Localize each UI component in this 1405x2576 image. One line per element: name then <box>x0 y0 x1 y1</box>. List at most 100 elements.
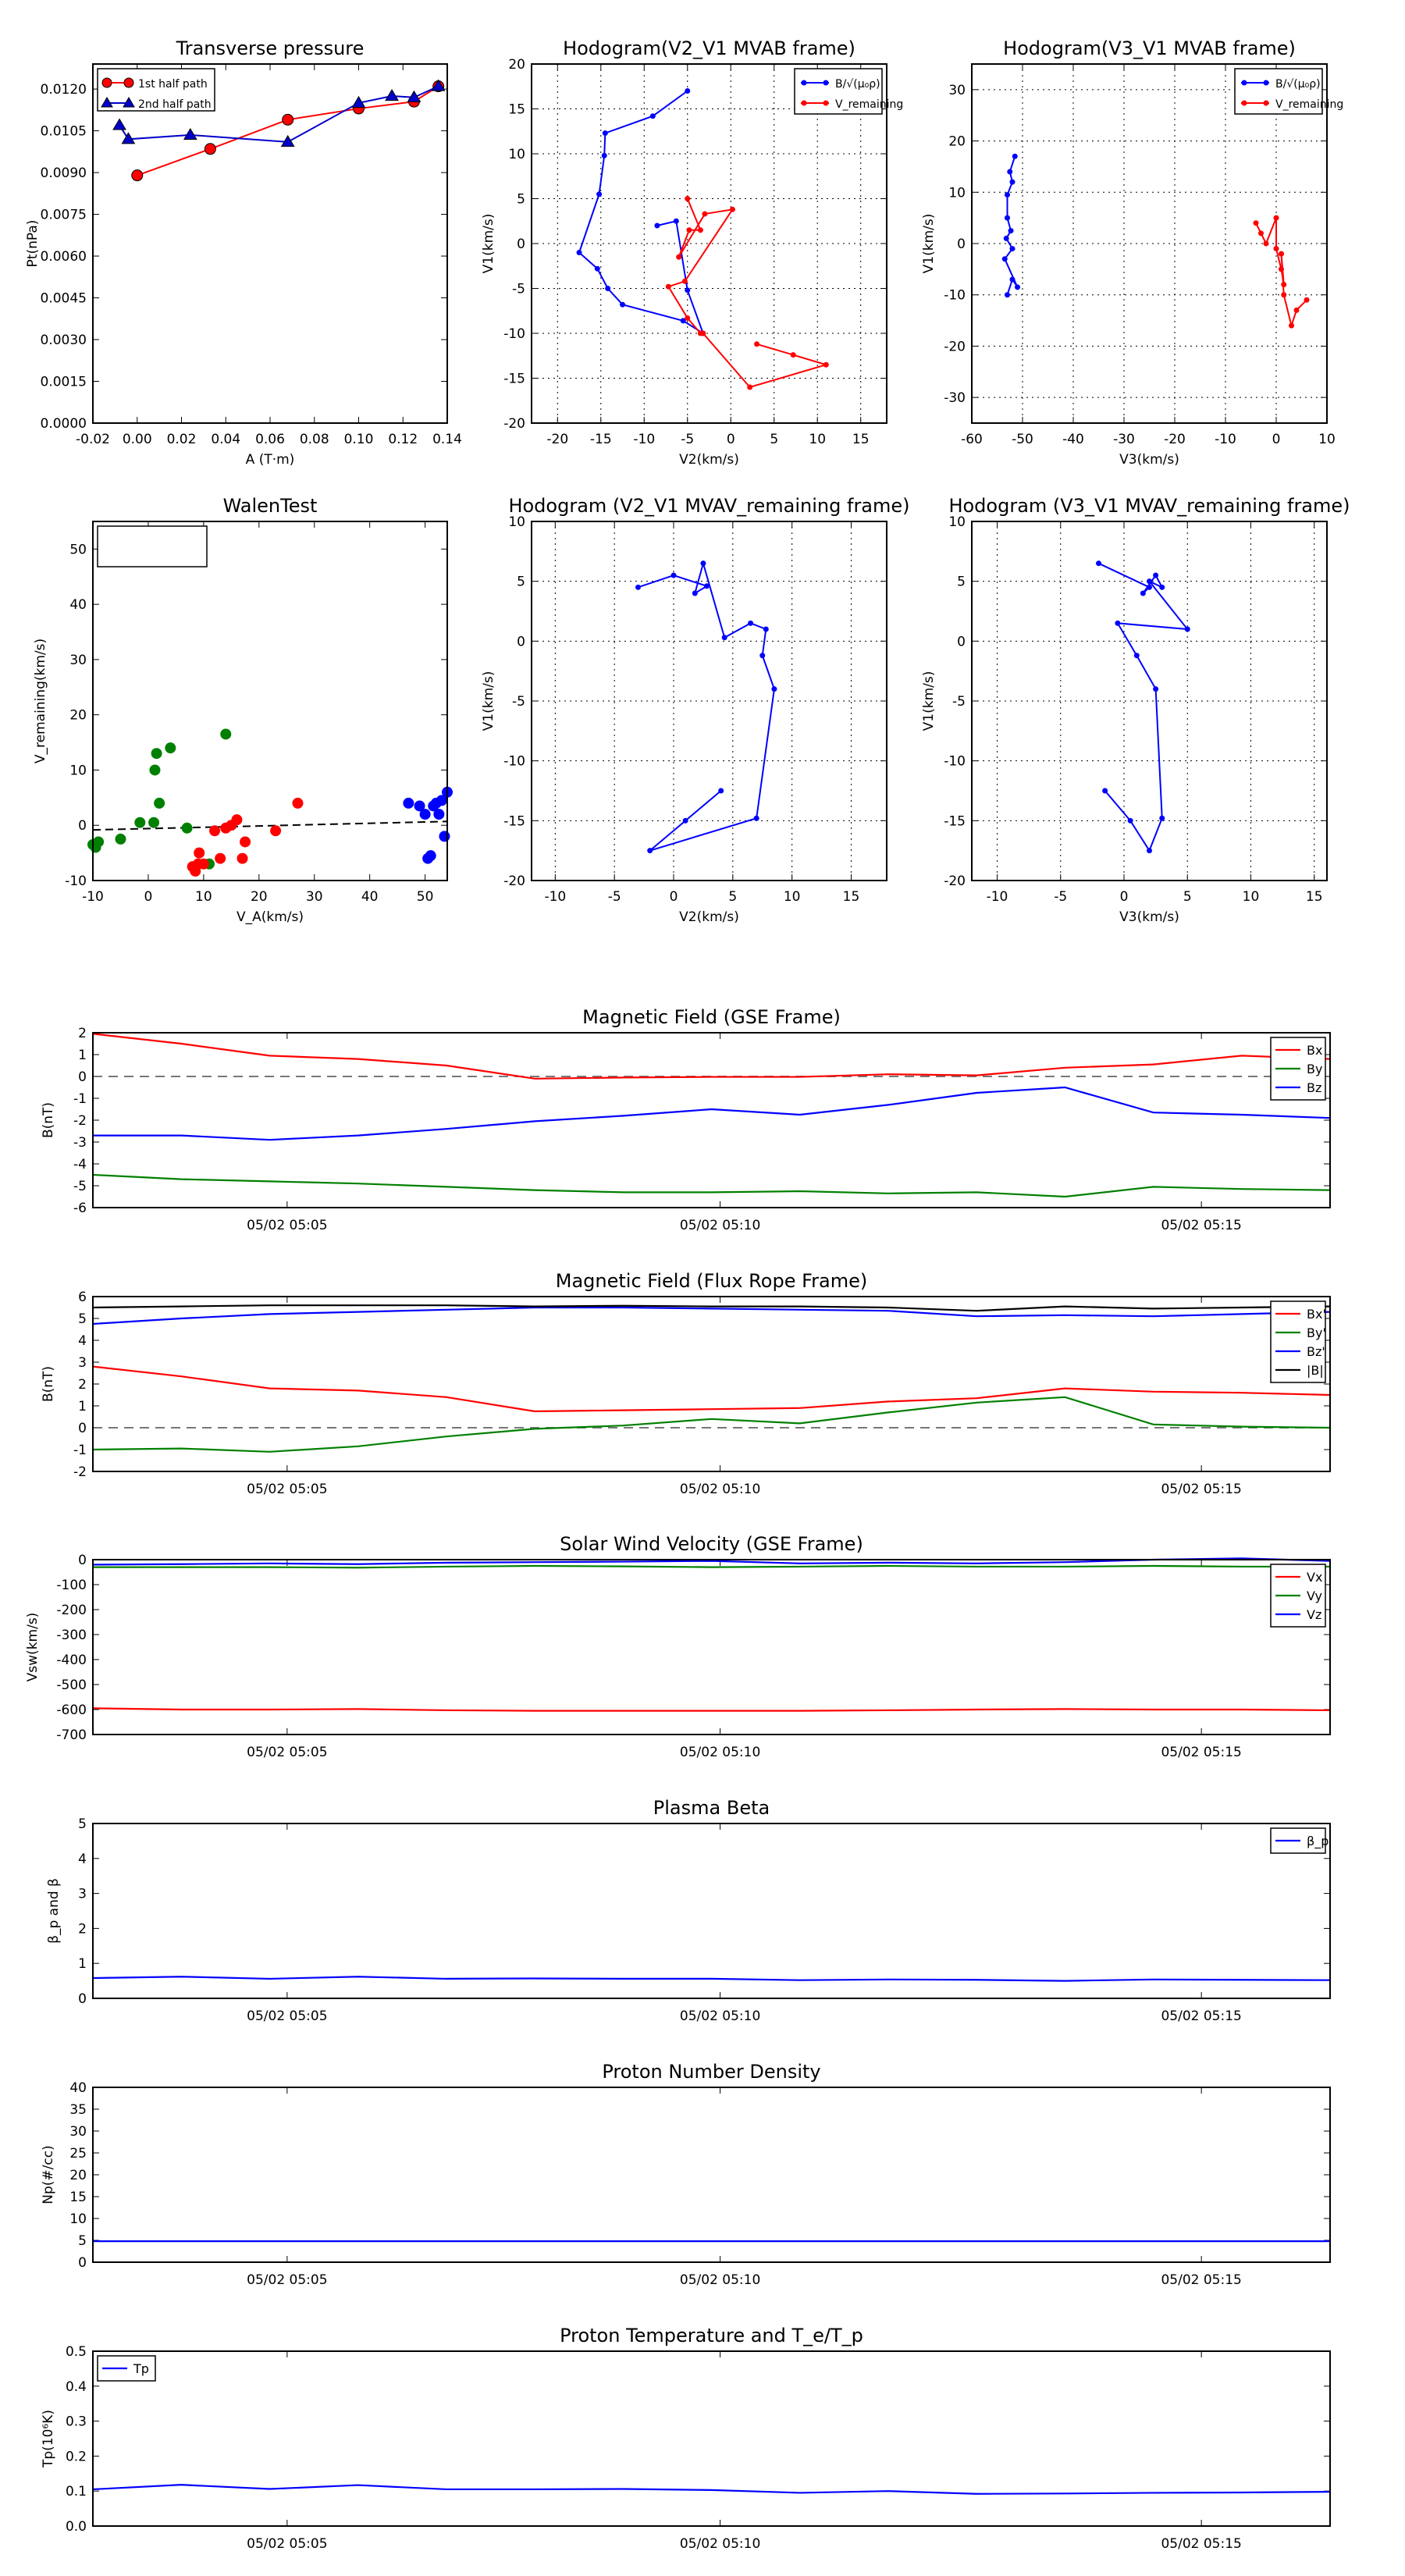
y-tick-label: 30 <box>948 83 966 98</box>
data-point <box>692 590 698 596</box>
legend-label: Bx <box>1307 1043 1322 1058</box>
x-tick-label: -5 <box>1054 889 1067 905</box>
y-tick-label: 0 <box>957 634 966 649</box>
chart-title: Plasma Beta <box>653 1797 770 1819</box>
y-tick-label: 10 <box>948 185 966 201</box>
y-tick-label: -10 <box>944 288 966 304</box>
x-tick-label: -40 <box>1062 432 1084 447</box>
chart-title: Hodogram (V3_V1 MVAV_remaining frame) <box>948 495 1350 517</box>
data-point <box>1007 169 1013 175</box>
y-tick-label: 10 <box>508 514 525 530</box>
legend-label: V_remaining <box>835 98 903 111</box>
data-point <box>754 341 760 347</box>
data-point <box>1009 179 1016 185</box>
data-point <box>1012 153 1018 159</box>
data-point <box>1009 276 1016 283</box>
time-tick-label: 05/02 05:10 <box>680 1218 760 1233</box>
data-point <box>790 352 796 358</box>
legend-box <box>1270 1300 1326 1383</box>
y-tick-label: 5 <box>78 2233 87 2249</box>
fit-line <box>92 820 448 831</box>
data-point <box>602 130 608 137</box>
series-line-1 <box>93 1564 1330 1569</box>
y-tick-label: 0.0015 <box>41 375 87 390</box>
bgse-chart: 05/02 05:05 05/02 05:10 05/02 05:15 -6 -5 -4 -… <box>41 1006 1331 1233</box>
legend-label: β_p <box>1307 1834 1329 1849</box>
y-tick-label: -10 <box>503 754 525 770</box>
legend-marker <box>1241 80 1247 86</box>
x-tick-label: 10 <box>195 889 212 905</box>
axes-frame <box>92 521 448 881</box>
chart-title: Solar Wind Velocity (GSE Frame) <box>560 1533 863 1555</box>
y-tick-label: 0.0030 <box>41 333 87 348</box>
data-point <box>697 227 703 233</box>
y-tick-label: -500 <box>56 1678 87 1693</box>
legend-marker <box>1263 100 1269 106</box>
y-tick-label: 1 <box>78 1399 87 1414</box>
data-point <box>385 89 399 101</box>
x-tick-label: 10 <box>1243 889 1260 905</box>
legend-box <box>1234 68 1323 115</box>
y-tick-label: -6 <box>73 1201 87 1216</box>
data-point <box>403 797 414 809</box>
y-tick-label: 15 <box>508 102 525 118</box>
data-point <box>1133 653 1140 659</box>
transverse-chart: -0.02 0.00 0.02 0.04 0.06 0.08 0.10 0.12 0.14 0.0… <box>25 37 462 468</box>
data-point <box>763 626 769 632</box>
data-point <box>681 278 688 284</box>
chart-title: Hodogram (V2_V1 MVAV_remaining frame) <box>508 495 909 517</box>
data-point <box>282 113 294 126</box>
x-tick-label: 5 <box>728 889 737 905</box>
data-point <box>1293 307 1300 313</box>
x-tick-label: 0 <box>670 889 678 905</box>
x-tick-label: 20 <box>251 889 268 905</box>
y-tick-label: 0.0075 <box>41 208 87 223</box>
x-tick-label: 50 <box>417 889 434 905</box>
legend-label: Bz' <box>1307 1344 1325 1359</box>
np-chart: 05/02 05:05 05/02 05:10 05/02 05:15 0 5 10 15 2… <box>41 2061 1331 2288</box>
series-line-1 <box>92 1173 1331 1198</box>
data-point <box>197 858 209 870</box>
data-point <box>1147 584 1152 590</box>
y-tick-label: 0 <box>78 1553 87 1568</box>
x-tick-label: 0.02 <box>167 432 197 447</box>
hodo_v2-chart: -20 -15 -10 -5 0 5 10 15 -20 -15 -10 -5 0 5 10 15 20 Hodo… <box>481 37 903 468</box>
x-tick-label: 15 <box>843 889 860 905</box>
x-tick-label: -0.02 <box>76 432 110 447</box>
y-tick-label: -10 <box>944 754 966 770</box>
y-tick-label: -15 <box>503 813 525 829</box>
y-tick-label: 4 <box>78 1852 87 1867</box>
x-tick-label: 0.10 <box>344 432 374 447</box>
data-point <box>1159 815 1165 821</box>
legend-label: By' <box>1307 1325 1326 1340</box>
axes-frame <box>971 63 1328 424</box>
y-tick-label: 1 <box>78 1956 87 1972</box>
x-tick-label: 30 <box>306 889 323 905</box>
time-tick-label: 05/02 05:10 <box>680 2008 760 2024</box>
y-tick-label: 35 <box>69 2102 87 2118</box>
series-line-0 <box>92 1976 1331 1982</box>
data-point <box>115 833 126 845</box>
hodo_v3-chart: -60 -50 -40 -30 -20 -10 0 10 -30 -20 -10 0 10 20 30 Hod… <box>921 37 1343 468</box>
y-tick-label: 50 <box>69 542 87 557</box>
data-point <box>823 361 829 368</box>
data-point <box>112 118 126 130</box>
x-axis-label: V_A(km/s) <box>237 909 304 925</box>
axes-frame <box>92 1559 1331 1735</box>
y-tick-label: 3 <box>78 1887 87 1902</box>
x-tick-label: -10 <box>544 889 566 905</box>
data-point <box>131 169 144 182</box>
data-point <box>1015 284 1020 290</box>
y-tick-label: -20 <box>503 416 525 432</box>
x-tick-label: 5 <box>770 432 778 447</box>
series-line-0 <box>92 1707 1331 1712</box>
legend-label: Vz <box>1307 1607 1321 1622</box>
series-line-2 <box>92 1557 1331 1566</box>
data-point <box>1147 848 1152 854</box>
chart-title: Hodogram(V2_V1 MVAB frame) <box>563 37 855 59</box>
y-tick-label: 0 <box>517 634 525 649</box>
x-axis-label: A (T·m) <box>246 452 295 468</box>
legend-label: By <box>1307 1062 1322 1076</box>
y-tick-label: 30 <box>69 2124 87 2140</box>
data-point <box>700 560 706 567</box>
